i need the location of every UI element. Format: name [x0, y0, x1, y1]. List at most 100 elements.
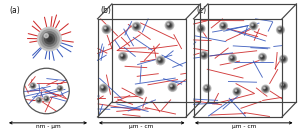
Ellipse shape	[135, 25, 138, 28]
Ellipse shape	[262, 85, 269, 93]
Ellipse shape	[45, 98, 48, 100]
Ellipse shape	[172, 86, 173, 88]
Ellipse shape	[121, 55, 125, 58]
Ellipse shape	[170, 84, 175, 90]
Ellipse shape	[281, 57, 286, 62]
Ellipse shape	[168, 24, 171, 27]
Ellipse shape	[253, 25, 254, 27]
Ellipse shape	[278, 27, 283, 32]
Ellipse shape	[158, 58, 160, 60]
Ellipse shape	[283, 58, 284, 60]
Ellipse shape	[262, 86, 269, 92]
Ellipse shape	[236, 90, 238, 93]
Ellipse shape	[282, 57, 285, 61]
Ellipse shape	[133, 23, 140, 30]
Ellipse shape	[198, 25, 204, 32]
Ellipse shape	[283, 85, 284, 87]
Ellipse shape	[138, 90, 141, 93]
Ellipse shape	[251, 24, 256, 28]
Ellipse shape	[199, 27, 201, 28]
Ellipse shape	[259, 53, 266, 61]
Text: (b): (b)	[100, 6, 111, 15]
Ellipse shape	[206, 87, 208, 90]
Ellipse shape	[277, 27, 284, 33]
Ellipse shape	[280, 56, 287, 62]
Ellipse shape	[236, 91, 238, 93]
Ellipse shape	[170, 85, 172, 87]
Ellipse shape	[38, 99, 40, 101]
Ellipse shape	[45, 34, 54, 44]
Ellipse shape	[202, 54, 206, 57]
Ellipse shape	[263, 87, 268, 92]
Ellipse shape	[200, 28, 202, 30]
Text: (c): (c)	[196, 6, 207, 15]
Ellipse shape	[231, 57, 234, 60]
Ellipse shape	[45, 97, 48, 101]
Ellipse shape	[235, 89, 239, 94]
Ellipse shape	[32, 84, 33, 86]
Ellipse shape	[259, 54, 266, 60]
Ellipse shape	[101, 86, 106, 91]
Ellipse shape	[100, 85, 107, 92]
Ellipse shape	[230, 56, 235, 61]
Ellipse shape	[282, 84, 283, 85]
Ellipse shape	[233, 88, 241, 96]
Ellipse shape	[122, 56, 124, 57]
Ellipse shape	[281, 83, 286, 88]
Ellipse shape	[137, 90, 139, 91]
Ellipse shape	[205, 87, 207, 88]
Ellipse shape	[220, 22, 227, 30]
Ellipse shape	[261, 55, 262, 57]
Ellipse shape	[229, 55, 236, 62]
Ellipse shape	[264, 87, 265, 89]
Ellipse shape	[37, 98, 41, 102]
Ellipse shape	[264, 87, 267, 91]
Ellipse shape	[235, 90, 237, 91]
Ellipse shape	[44, 34, 48, 38]
Ellipse shape	[31, 83, 35, 88]
Ellipse shape	[59, 88, 61, 89]
Ellipse shape	[136, 26, 137, 28]
Ellipse shape	[199, 26, 203, 31]
Ellipse shape	[200, 51, 208, 59]
Ellipse shape	[158, 58, 163, 63]
Text: (a): (a)	[9, 6, 20, 15]
Ellipse shape	[136, 88, 143, 95]
Ellipse shape	[202, 53, 204, 55]
Ellipse shape	[231, 57, 232, 58]
Ellipse shape	[203, 54, 205, 56]
Ellipse shape	[282, 57, 283, 59]
Ellipse shape	[165, 21, 174, 30]
Ellipse shape	[30, 83, 36, 89]
Ellipse shape	[282, 84, 285, 87]
Ellipse shape	[166, 22, 173, 29]
Ellipse shape	[99, 84, 108, 93]
Text: nm - μm: nm - μm	[36, 124, 60, 129]
Ellipse shape	[262, 56, 263, 58]
Ellipse shape	[106, 28, 107, 30]
Ellipse shape	[44, 96, 50, 102]
Ellipse shape	[42, 32, 57, 46]
Ellipse shape	[134, 25, 136, 26]
Ellipse shape	[205, 86, 209, 91]
Ellipse shape	[202, 53, 206, 58]
Ellipse shape	[31, 84, 35, 88]
Ellipse shape	[105, 27, 108, 31]
Ellipse shape	[57, 86, 63, 91]
Text: μm - cm: μm - cm	[129, 124, 153, 129]
Ellipse shape	[157, 57, 164, 64]
Ellipse shape	[279, 28, 280, 30]
Ellipse shape	[156, 56, 165, 65]
Ellipse shape	[280, 82, 287, 90]
Ellipse shape	[252, 24, 253, 26]
Ellipse shape	[58, 86, 62, 91]
Ellipse shape	[222, 24, 223, 26]
Ellipse shape	[252, 24, 255, 28]
Ellipse shape	[104, 27, 109, 32]
Ellipse shape	[171, 85, 174, 89]
Ellipse shape	[132, 22, 141, 31]
Ellipse shape	[46, 98, 47, 99]
Ellipse shape	[250, 23, 257, 29]
Ellipse shape	[45, 98, 46, 99]
Ellipse shape	[200, 27, 202, 30]
